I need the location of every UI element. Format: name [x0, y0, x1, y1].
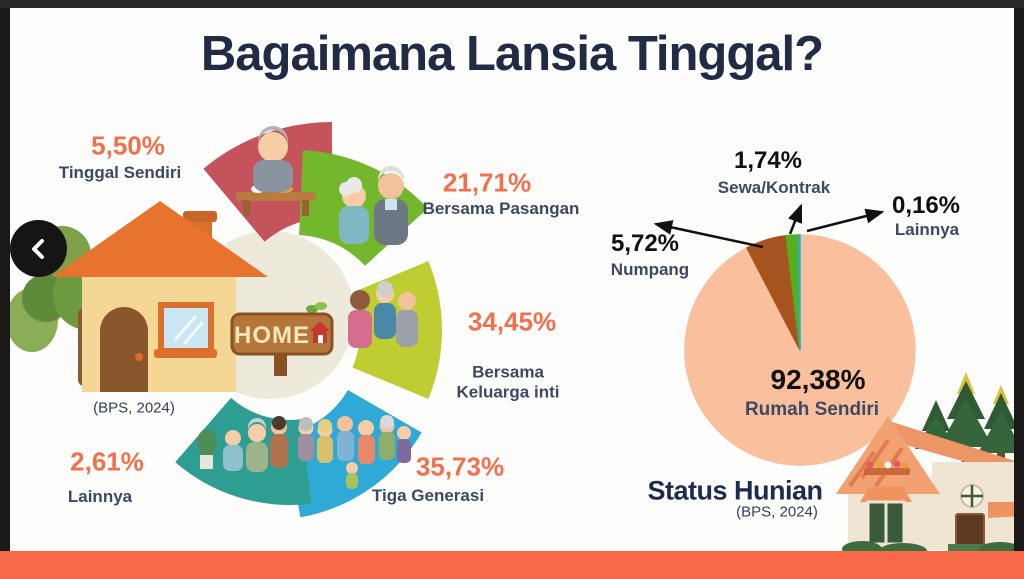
status-hunian-title: Status Hunian — [647, 475, 823, 506]
pct-tinggal-sendiri: 5,50% — [91, 130, 165, 161]
pct-sewa-kontrak: 1,74% — [733, 147, 803, 174]
pct-rumah-sendiri: 92,38% — [770, 364, 866, 395]
pct-lainnya-left: 2,61% — [70, 446, 144, 477]
label-keluarga-inti: Bersama Keluarga inti — [456, 362, 560, 401]
elder-alone-illustration — [236, 126, 316, 216]
caregiver-illustration — [197, 416, 288, 472]
label-sewa-kontrak: Sewa/Kontrak — [717, 178, 831, 197]
label-lainnya-right: Lainnya — [894, 220, 960, 239]
pct-keluarga-inti: 34,45% — [467, 306, 557, 337]
pct-lainnya-right: 0,16% — [891, 192, 961, 219]
frame-top-bar — [0, 0, 1024, 8]
frame-right-bar — [1014, 0, 1024, 579]
label-tinggal-sendiri: Tinggal Sendiri — [58, 163, 182, 182]
frame-left-bar — [0, 0, 10, 579]
pct-numpang: 5,72% — [610, 230, 680, 257]
status-pie — [684, 234, 916, 466]
source-right: (BPS, 2024) — [736, 503, 818, 521]
page-title: Bagaimana Lansia Tinggal? — [200, 27, 824, 81]
label-bersama-pasangan: Bersama Pasangan — [422, 199, 580, 218]
frame-bottom-bar — [0, 551, 1024, 579]
home-sign-text: HOME — [234, 322, 310, 349]
pie-slice-lainnya — [798, 234, 801, 351]
home-sign: HOME — [230, 302, 334, 376]
label-rumah-sendiri: Rumah Sendiri — [744, 399, 880, 420]
three-generation-family-illustration — [298, 415, 411, 489]
pct-bersama-pasangan: 21,71% — [442, 167, 532, 198]
house-illustration — [52, 201, 268, 392]
chevron-left-icon — [31, 238, 44, 259]
carousel-prev-button[interactable] — [10, 220, 67, 277]
nuclear-family-illustration — [348, 281, 418, 348]
elder-couple-illustration — [339, 166, 408, 245]
label-numpang: Numpang — [610, 260, 690, 279]
label-tiga-generasi: Tiga Generasi — [371, 486, 485, 505]
wedge-lainnya — [175, 397, 312, 506]
source-left: (BPS, 2024) — [93, 399, 175, 417]
pie-callout-arrows — [653, 203, 885, 249]
arrow-numpang — [653, 220, 764, 249]
arrow-lainnya — [806, 208, 885, 233]
label-lainnya-left: Lainnya — [67, 487, 133, 506]
arrow-sewa-kontrak — [788, 203, 803, 235]
pct-tiga-generasi: 35,73% — [415, 451, 505, 482]
